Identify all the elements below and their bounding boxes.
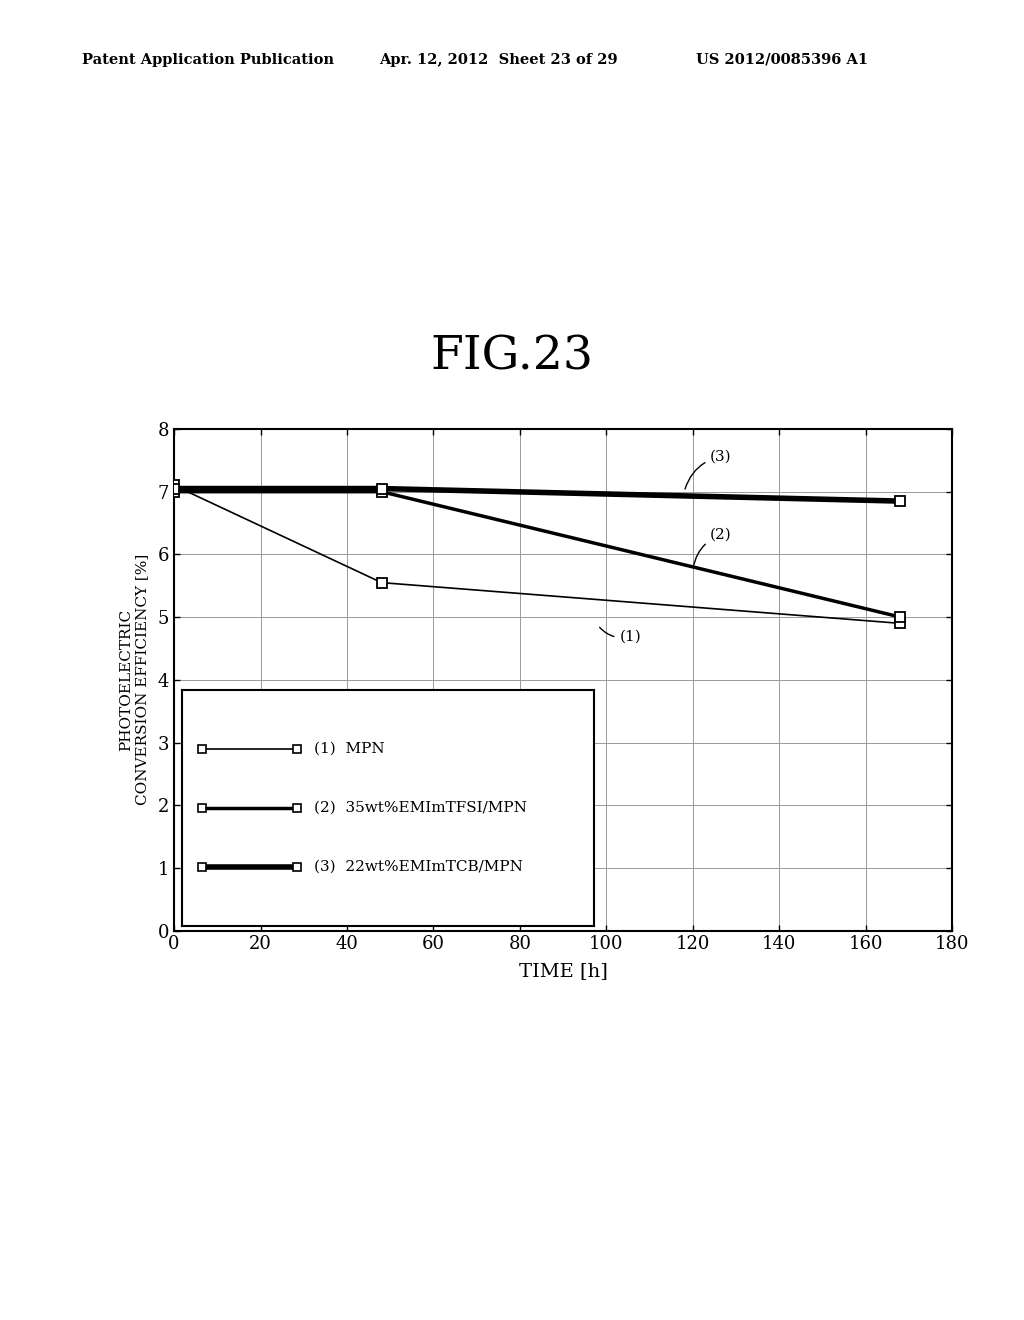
Text: Patent Application Publication: Patent Application Publication bbox=[82, 53, 334, 67]
Text: (1): (1) bbox=[600, 627, 641, 644]
Text: FIG.23: FIG.23 bbox=[430, 334, 594, 379]
Text: (3): (3) bbox=[685, 449, 732, 488]
Text: (2): (2) bbox=[693, 528, 732, 568]
Text: Apr. 12, 2012  Sheet 23 of 29: Apr. 12, 2012 Sheet 23 of 29 bbox=[379, 53, 617, 67]
X-axis label: TIME [h]: TIME [h] bbox=[519, 962, 607, 979]
Y-axis label: PHOTOELECTRIC
CONVERSION EFFICIENCY [%]: PHOTOELECTRIC CONVERSION EFFICIENCY [%] bbox=[119, 554, 150, 805]
Text: US 2012/0085396 A1: US 2012/0085396 A1 bbox=[696, 53, 868, 67]
